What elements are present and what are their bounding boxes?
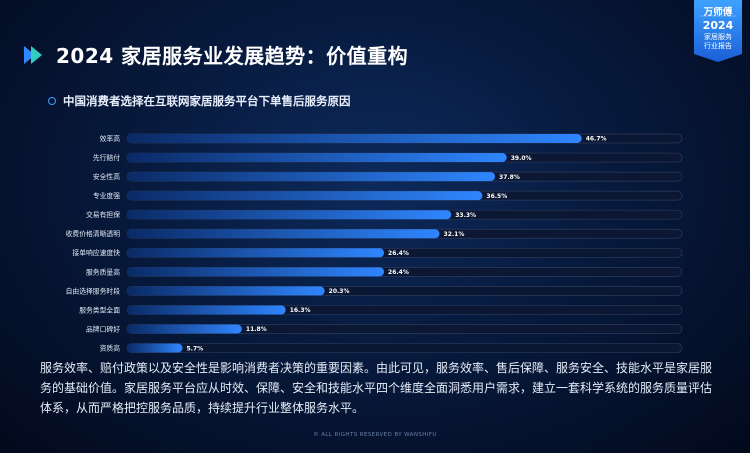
bar-track: [126, 343, 683, 353]
badge-year: 2024: [702, 19, 734, 32]
value-label: 5.7%: [187, 345, 204, 352]
footer-copyright: © ALL RIGHTS RESERVED BY WANSHIFU: [313, 432, 437, 438]
bar: [127, 267, 385, 277]
bar: [127, 229, 440, 239]
report-badge: 万师傅 2024 家居服务 行业报告: [694, 0, 742, 62]
value-label: 11.8%: [246, 326, 267, 333]
chart-title: 中国消费者选择在互联网家居服务平台下单售后服务原因: [63, 94, 351, 108]
category-label: 效率高: [100, 134, 121, 143]
value-label: 46.7%: [586, 136, 607, 143]
value-label: 26.4%: [388, 269, 409, 276]
play-arrow-icon: [22, 44, 44, 66]
bar: [127, 324, 242, 334]
category-label: 服务类型全面: [79, 305, 120, 314]
category-label: 品牌口碑好: [86, 324, 120, 333]
badge-line2: 行业报告: [704, 42, 732, 50]
value-label: 32.1%: [444, 231, 465, 238]
category-label: 资质高: [100, 343, 121, 352]
category-label: 交易有担保: [86, 210, 120, 219]
bar: [127, 248, 385, 258]
category-label: 收费价格清晰透明: [66, 229, 121, 238]
value-label: 26.4%: [388, 250, 409, 257]
bar: [127, 305, 286, 315]
summary-text: 服务效率、赔付政策以及安全性是影响消费者决策的重要因素。由此可见，服务效率、售后…: [40, 361, 713, 415]
page-header: 2024 家居服务业发展趋势：价值重构: [22, 40, 408, 69]
category-label: 自由选择服务时段: [66, 286, 121, 295]
value-label: 37.8%: [499, 174, 520, 181]
category-label: 专业度强: [93, 191, 120, 200]
value-label: 39.0%: [511, 155, 532, 162]
bar: [127, 153, 507, 163]
bar: [127, 134, 582, 143]
badge-ribbon-icon: [694, 0, 742, 62]
bar: [127, 343, 183, 353]
category-label: 先行赔付: [93, 153, 120, 162]
value-label: 36.5%: [486, 193, 507, 200]
bar: [127, 210, 452, 220]
chart-title-row: 中国消费者选择在互联网家居服务平台下单售后服务原因: [48, 93, 351, 109]
bar: [127, 286, 325, 296]
value-label: 20.3%: [329, 288, 350, 295]
value-label: 16.3%: [290, 307, 311, 314]
value-label: 33.3%: [455, 212, 476, 219]
page-title: 2024 家居服务业发展趋势：价值重构: [56, 44, 409, 68]
category-label: 接单响应速度快: [72, 248, 120, 257]
category-label: 安全性高: [93, 172, 120, 181]
category-label: 服务质量高: [86, 267, 120, 276]
badge-line1: 家居服务: [704, 33, 732, 41]
bar: [127, 191, 483, 201]
bullet-ring-icon: [48, 97, 56, 105]
bar: [127, 172, 496, 182]
badge-brand: 万师傅: [703, 7, 733, 18]
